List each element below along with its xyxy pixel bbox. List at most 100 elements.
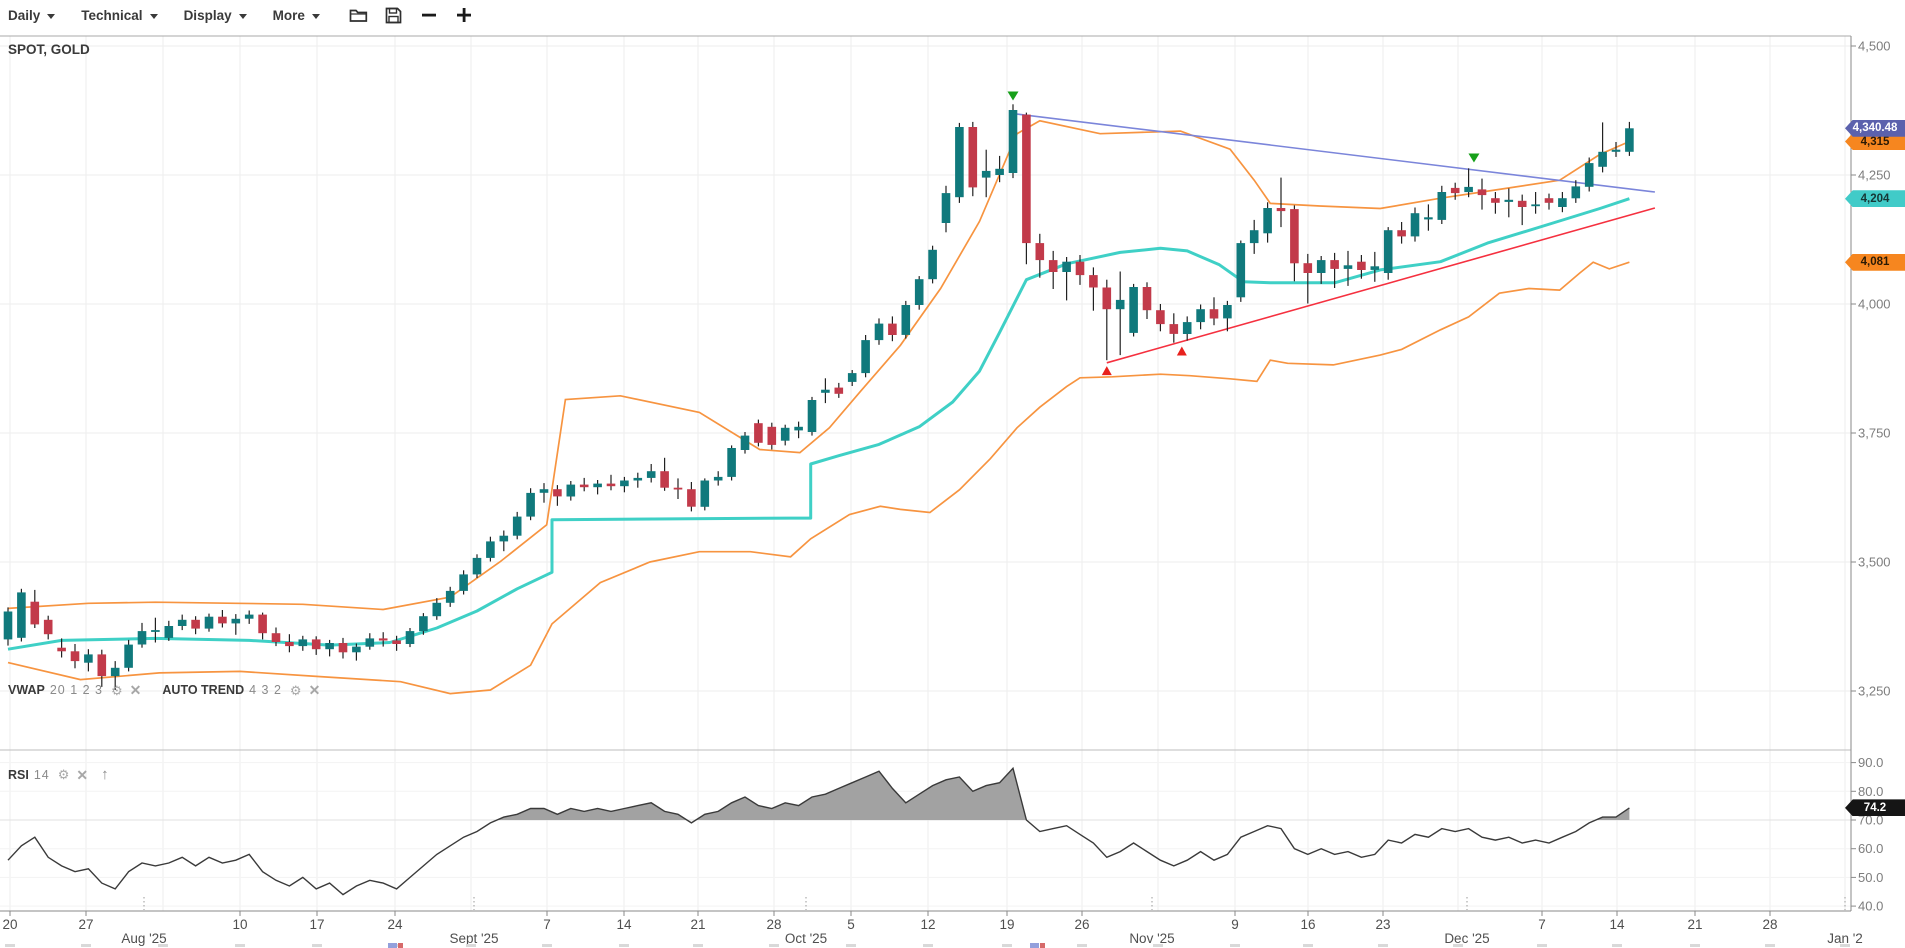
auto-trend-support-line[interactable]: [1106, 207, 1656, 364]
svg-text:Dec '25: Dec '25: [1444, 931, 1489, 946]
last-price-badge: 4,340.48: [1845, 119, 1905, 137]
svg-text:28: 28: [1762, 917, 1777, 932]
rsi-indicator-label: RSI: [8, 767, 29, 782]
vwap-line: [7, 197, 1630, 651]
svg-text:3,250: 3,250: [1858, 684, 1891, 699]
band-lower-line: [7, 261, 1630, 695]
svg-text:17: 17: [309, 917, 324, 932]
svg-text:20: 20: [2, 917, 17, 932]
upper-band-badge-value: 4,315: [1860, 135, 1890, 148]
candles-layer: [3, 104, 1634, 690]
svg-text:7: 7: [1538, 917, 1546, 932]
technical-menu-label: Technical: [81, 7, 143, 23]
save-icon[interactable]: [381, 3, 407, 27]
svg-text:90.0: 90.0: [1858, 755, 1883, 770]
symbol-label: SPOT, GOLD: [8, 42, 90, 57]
rsi-line: [7, 766, 1630, 896]
vwap-badge: 4,204: [1845, 190, 1905, 208]
lower-band-badge-value: 4,081: [1860, 256, 1890, 269]
rsi-panel-plot-area[interactable]: [0, 750, 1851, 911]
svg-text:60.0: 60.0: [1858, 841, 1883, 856]
vwap-remove-icon[interactable]: ✕: [129, 682, 142, 698]
auto-trend-indicator-label: AUTO TREND: [162, 683, 245, 697]
rsi-badge: 74.2: [1845, 799, 1905, 817]
svg-text:9: 9: [1231, 917, 1239, 932]
price-gridlines-and-labels: 4,5004,2504,0003,7503,5003,25090.080.070…: [0, 39, 1891, 914]
auto-trend-signals: [1007, 91, 1480, 376]
sell-signal-triangle-icon: [1007, 91, 1019, 101]
svg-text:Aug '25: Aug '25: [121, 931, 166, 946]
zoom-in-icon[interactable]: [451, 3, 477, 27]
band-upper-line: [7, 119, 1630, 611]
timeframe-menu[interactable]: Daily: [8, 7, 56, 23]
more-menu-label: More: [272, 7, 305, 23]
svg-text:4,000: 4,000: [1858, 297, 1891, 312]
svg-text:50.0: 50.0: [1858, 870, 1883, 885]
more-menu[interactable]: More: [273, 8, 320, 23]
display-menu-label: Display: [183, 7, 232, 23]
chevron-down-icon: [311, 13, 320, 19]
zoom-out-icon[interactable]: [416, 3, 442, 27]
chevron-down-icon: [149, 13, 158, 19]
auto-trend-indicator-params: 4 3 2: [249, 683, 282, 697]
svg-text:3,500: 3,500: [1858, 555, 1891, 570]
rsi-indicator-params: 14: [33, 767, 50, 782]
svg-text:10: 10: [232, 917, 247, 932]
svg-text:80.0: 80.0: [1858, 784, 1883, 799]
buy-signal-triangle-icon: [1101, 366, 1112, 376]
svg-text:24: 24: [387, 917, 403, 932]
display-menu[interactable]: Display: [184, 8, 247, 23]
svg-text:5: 5: [847, 917, 855, 932]
svg-text:27: 27: [78, 917, 93, 932]
open-folder-icon[interactable]: [346, 3, 372, 27]
svg-text:28: 28: [766, 917, 781, 932]
svg-text:16: 16: [1300, 917, 1315, 932]
svg-text:19: 19: [999, 917, 1014, 932]
timeframe-menu-label: Daily: [8, 7, 41, 23]
vwap-badge-value: 4,204: [1860, 192, 1890, 205]
chevron-down-icon: [47, 13, 56, 19]
vertical-gridlines: [9, 36, 1846, 911]
overlay-indicator-row: VWAP 20 1 2 3 ⚙ ✕ AUTO TREND 4 3 2 ⚙ ✕: [8, 683, 327, 697]
auto-trend-resistance-line[interactable]: [1016, 113, 1655, 193]
svg-text:7: 7: [543, 917, 551, 932]
lower-band-badge: 4,081: [1845, 253, 1905, 271]
rsi-badge-value: 74.2: [1863, 801, 1887, 814]
bottom-cut-row: [5, 943, 1850, 948]
svg-text:23: 23: [1375, 917, 1390, 932]
svg-text:4,250: 4,250: [1858, 168, 1891, 183]
vwap-indicator-params: 20 1 2 3: [49, 683, 103, 697]
rsi-remove-icon[interactable]: ✕: [76, 766, 89, 783]
buy-signal-triangle-icon: [1176, 346, 1187, 356]
vwap-settings-gear-icon[interactable]: ⚙: [111, 682, 123, 698]
vwap-indicator-label: VWAP: [8, 683, 45, 697]
auto-trend-settings-gear-icon[interactable]: ⚙: [289, 682, 302, 698]
svg-text:26: 26: [1074, 917, 1089, 932]
svg-text:Sept '25: Sept '25: [449, 931, 498, 946]
svg-text:21: 21: [1687, 917, 1702, 932]
svg-text:4,500: 4,500: [1858, 39, 1891, 54]
toolbar: Daily Technical Display More: [0, 0, 1905, 30]
rsi-expand-arrow-icon[interactable]: ↑: [101, 766, 109, 783]
sell-signal-triangle-icon: [1468, 153, 1480, 163]
price-axis[interactable]: [1851, 36, 1905, 911]
time-axis[interactable]: [0, 911, 1851, 948]
rsi-overbought-fill: [8, 768, 1630, 820]
svg-text:Jan '2: Jan '2: [1827, 931, 1863, 946]
price-chart-plot-area[interactable]: [0, 36, 1851, 750]
svg-text:Oct '25: Oct '25: [785, 931, 827, 946]
technical-menu[interactable]: Technical: [81, 7, 158, 23]
svg-text:40.0: 40.0: [1858, 899, 1883, 914]
svg-text:12: 12: [920, 917, 935, 932]
last-price-badge-value: 4,340.48: [1852, 122, 1898, 135]
auto-trend-remove-icon[interactable]: ✕: [308, 682, 321, 698]
time-axis-labels: 20 27 10 17 24 7 14 21 28 5 12 19 26 9 16 23 7 14 21 28 Aug …: [2, 897, 1863, 946]
svg-text:Nov '25: Nov '25: [1129, 931, 1174, 946]
svg-text:14: 14: [1609, 917, 1625, 932]
chevron-down-icon: [238, 13, 247, 19]
svg-text:3,750: 3,750: [1858, 426, 1891, 441]
rsi-indicator-row: RSI 14 ⚙ ✕ ↑: [8, 767, 116, 782]
upper-band-badge: 4,315: [1845, 133, 1905, 150]
rsi-settings-gear-icon[interactable]: ⚙: [57, 767, 70, 782]
